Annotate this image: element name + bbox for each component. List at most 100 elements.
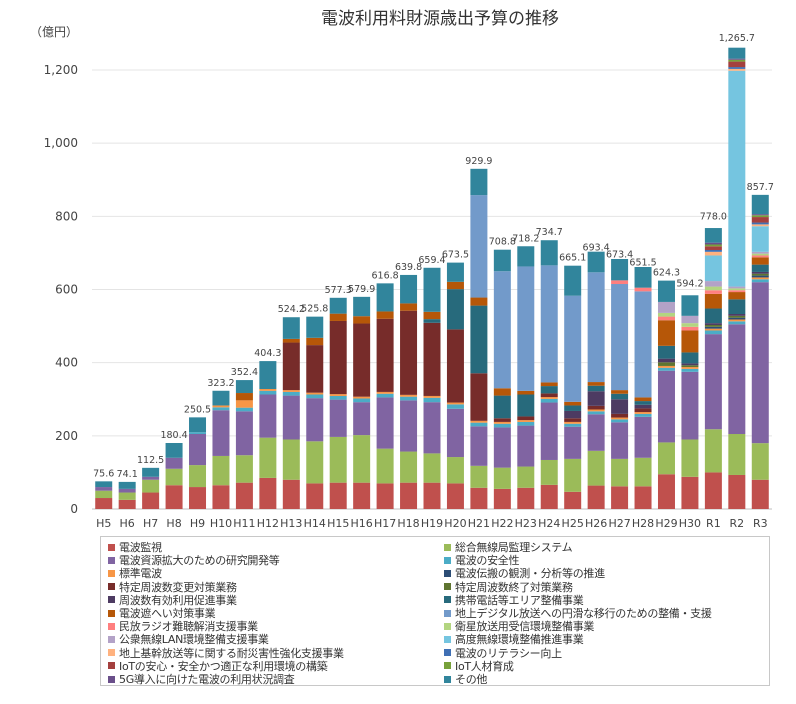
total-label: 616.8	[372, 270, 399, 281]
legend-swatch	[108, 583, 115, 591]
bar-segment	[564, 418, 582, 422]
total-label: 734.7	[536, 227, 563, 238]
legend-swatch	[108, 609, 115, 617]
bar-segment	[446, 329, 464, 403]
bar-segment	[704, 286, 722, 291]
bar-segment	[540, 240, 558, 266]
legend-item: 電波伝搬の観測・分析等の推進	[444, 566, 605, 580]
y-tick-label: 1,000	[44, 136, 78, 150]
legend-swatch	[108, 662, 115, 670]
legend-swatch	[108, 569, 115, 577]
bar-segment	[423, 311, 441, 320]
bar-segment	[235, 455, 253, 483]
bar-segment	[751, 443, 769, 480]
bar-segment	[259, 390, 277, 395]
bar-segment	[470, 168, 488, 196]
bar-segment	[95, 498, 113, 509]
bar-segment	[611, 393, 629, 400]
bar-segment	[329, 399, 347, 437]
bar-segment	[493, 423, 511, 428]
legend-swatch	[108, 622, 115, 630]
bar-segment	[657, 367, 675, 371]
bar-segment	[751, 214, 769, 216]
bar-segment	[329, 394, 347, 396]
legend-label: 電波遮へい対策事業	[119, 607, 216, 620]
bar-segment	[634, 291, 652, 398]
legend-label: 周波数有効利用促進事業	[119, 593, 237, 607]
bar-segment	[751, 271, 769, 274]
bar-segment	[470, 487, 488, 509]
bar-segment	[376, 483, 394, 509]
legend-item: 電波遮へい対策事業	[108, 606, 216, 620]
bar-segment	[423, 322, 441, 396]
bar-segment	[493, 271, 511, 389]
legend-item: 5G導入に向けた電波の利用状況調査	[108, 672, 295, 686]
total-label: 74.1	[117, 469, 138, 480]
bar-segment	[657, 345, 675, 359]
legend-label: 民放ラジオ難聴解消支援事業	[119, 620, 258, 634]
bar-segment	[282, 391, 300, 396]
bar-segment	[634, 401, 652, 405]
legend-item: 携帯電話等エリア整備事業	[444, 593, 584, 607]
bar-segment	[306, 483, 324, 509]
bar-segment	[376, 448, 394, 484]
bar-segment	[751, 277, 769, 280]
bar-segment	[353, 398, 371, 403]
legend-label: 地上デジタル放送への円滑な移行のための整備・支援	[455, 607, 712, 620]
bar-segment	[751, 226, 769, 252]
bar-segment	[681, 368, 699, 372]
bar-segment	[212, 485, 230, 509]
legend-item: IoTの安心・安全かつ適正な利用環境の構築	[108, 659, 328, 673]
bar-segment	[634, 416, 652, 458]
bar-segment	[259, 394, 277, 438]
bar-segment	[446, 262, 464, 282]
bar-segment	[446, 483, 464, 509]
x-tick-label: H20	[444, 517, 466, 530]
bar-segment	[611, 399, 629, 414]
bar-segment	[704, 330, 722, 335]
bar-segment	[493, 427, 511, 468]
bar-segment	[564, 423, 582, 427]
legend-swatch	[108, 556, 115, 564]
legend-label: 特定周波数変更対策業務	[119, 580, 237, 594]
bar-segment	[704, 472, 722, 509]
bar-segment	[751, 255, 769, 258]
bar-segment	[329, 395, 347, 400]
bar-segment	[329, 297, 347, 314]
legend-label: IoTの安心・安全かつ適正な利用環境の構築	[119, 659, 328, 673]
legend-swatch	[444, 543, 451, 551]
legend-item: 周波数有効利用促進事業	[108, 593, 237, 607]
bar-segment	[634, 457, 652, 487]
bar-segment	[564, 491, 582, 509]
bar-segment	[657, 442, 675, 475]
legend-swatch	[444, 569, 451, 577]
total-label: 929.9	[465, 156, 492, 167]
bar-segment	[470, 195, 488, 298]
bar-segment	[634, 413, 652, 417]
legend-label: 高度無線環境整備推進事業	[455, 633, 584, 647]
bar-segment	[564, 405, 582, 411]
bar-segment	[587, 411, 605, 415]
bar-segment	[728, 324, 746, 435]
bar-segment	[728, 434, 746, 475]
bar-segment	[704, 326, 722, 329]
legend-item: 公衆無線LAN環境整備支援事業	[108, 632, 269, 646]
bar-segment	[376, 318, 394, 392]
bar-segment	[611, 280, 629, 285]
x-tick-label: H21	[468, 517, 490, 530]
bar-segment	[751, 273, 769, 276]
total-label: 112.5	[137, 455, 164, 466]
bar-segment	[681, 365, 699, 368]
legend-label: 5G導入に向けた電波の利用状況調査	[119, 673, 295, 686]
legend-swatch	[444, 596, 451, 604]
bar-segment	[704, 324, 722, 327]
x-tick-label: H22	[491, 517, 513, 530]
legend-label: 電波のリテラシー向上	[455, 646, 562, 660]
bar-segment	[681, 439, 699, 477]
x-tick-label: H26	[585, 517, 607, 530]
total-label: 524.2	[278, 304, 305, 315]
bar-segment	[118, 499, 136, 509]
bar-segment	[728, 68, 746, 71]
x-tick-label: H23	[515, 517, 537, 530]
